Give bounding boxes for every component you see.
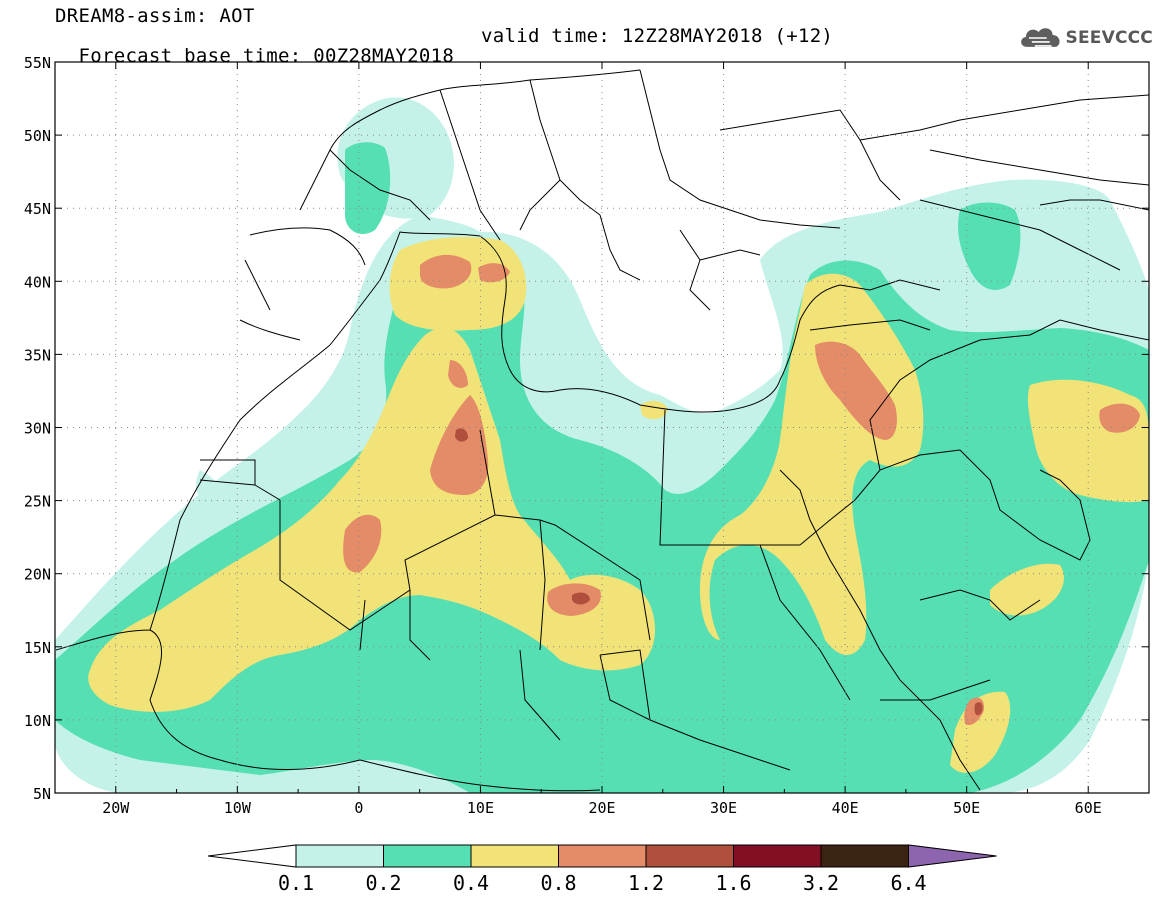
lat-tick-label: 5N — [33, 785, 51, 803]
colorbar-label: 0.8 — [540, 871, 576, 895]
colorbar-label: 0.1 — [278, 871, 314, 895]
lon-tick-label: 30E — [710, 799, 737, 817]
lat-tick-label: 50N — [24, 127, 51, 145]
lat-tick-label: 25N — [24, 493, 51, 511]
lat-tick-label: 55N — [24, 54, 51, 72]
map-title: DREAM8-assim: AOT — [55, 5, 255, 27]
lon-tick-label: 50E — [953, 799, 980, 817]
valid-time-label: valid time: 12Z28MAY2018 (+12) — [481, 25, 834, 47]
colorbar-label: 1.6 — [715, 871, 751, 895]
latitude-axis: 55N 50N 45N 40N 35N 30N 25N 20N 15N 10N 5N — [24, 54, 1149, 803]
aot-level-0.8 — [343, 254, 1140, 726]
lon-tick-label: 40E — [832, 799, 859, 817]
colorbar-label: 1.2 — [628, 871, 664, 895]
colorbar-label: 0.4 — [453, 871, 489, 895]
lon-tick-label: 20W — [102, 799, 130, 817]
lat-tick-label: 30N — [24, 420, 51, 438]
forecast-times: Forecast base time: 00Z28MAY2018 valid ti… — [55, 26, 832, 67]
longitude-axis: 20W 10W 0 10E 20E 30E 40E 50E 60E — [54, 62, 1150, 817]
lat-tick-label: 20N — [24, 566, 51, 584]
colorbar-segment — [820, 844, 909, 868]
aot-level-1.2 — [455, 428, 983, 716]
lon-tick-label: 20E — [588, 799, 615, 817]
lon-tick-label: 10E — [467, 799, 494, 817]
colorbar-segment — [295, 844, 384, 868]
colorbar-segment — [733, 844, 822, 868]
colorbar-label: 3.2 — [803, 871, 839, 895]
lat-tick-label: 45N — [24, 200, 51, 218]
colorbar-segment — [645, 844, 734, 868]
base-time-label: Forecast base time: 00Z28MAY2018 — [78, 45, 455, 67]
lon-tick-label: 0 — [354, 799, 363, 817]
graticule — [55, 62, 1149, 793]
colorbar-segment — [470, 844, 559, 868]
lat-tick-label: 15N — [24, 639, 51, 657]
lat-tick-label: 40N — [24, 273, 51, 291]
lat-tick-label: 35N — [24, 346, 51, 364]
colorbar: 0.1 0.2 0.4 0.8 1.2 1.6 3.2 6.4 — [207, 844, 997, 895]
country-borders — [55, 69, 1149, 792]
logo-text: SEEVCCC — [1065, 28, 1153, 48]
colorbar-label: 0.2 — [365, 871, 401, 895]
colorbar-over-triangle — [908, 844, 997, 868]
colorbar-segment — [383, 844, 472, 868]
colorbar-under-triangle — [207, 844, 297, 868]
seevccc-logo: SEEVCCC — [1018, 22, 1153, 54]
lon-tick-label: 60E — [1075, 799, 1102, 817]
colorbar-label: 6.4 — [890, 871, 926, 895]
lat-tick-label: 10N — [24, 712, 51, 730]
colorbar-segment — [558, 844, 647, 868]
lon-tick-label: 10W — [224, 799, 252, 817]
cloud-icon — [1021, 28, 1060, 47]
